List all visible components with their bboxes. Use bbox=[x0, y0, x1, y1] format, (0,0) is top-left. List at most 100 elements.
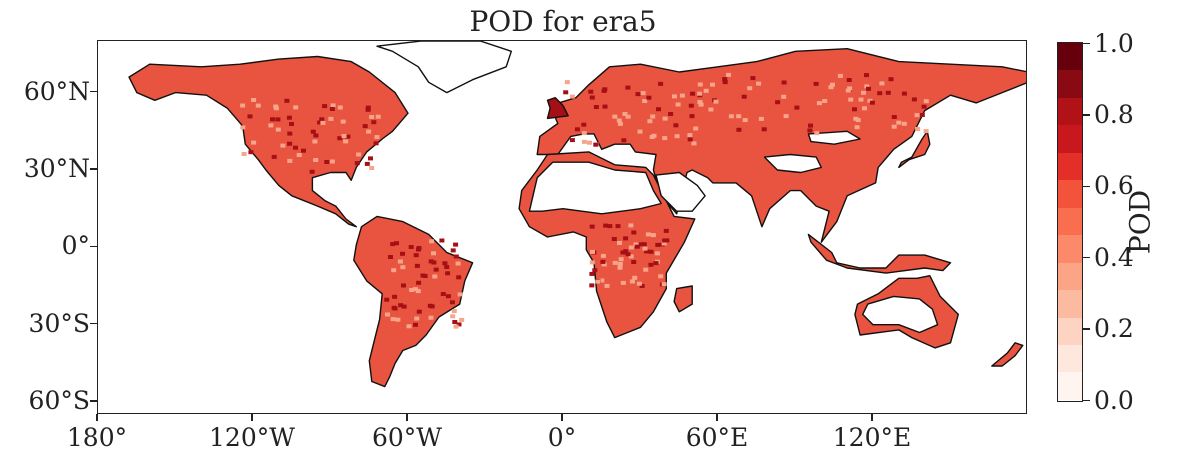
pod-pixel bbox=[368, 156, 373, 161]
pod-pixel bbox=[445, 271, 451, 276]
pod-pixel bbox=[241, 152, 247, 156]
pod-pixel bbox=[869, 100, 875, 105]
pod-pixel bbox=[846, 78, 852, 82]
pod-pixel bbox=[345, 134, 351, 139]
pod-pixel bbox=[240, 125, 246, 130]
pod-pixel bbox=[337, 105, 343, 110]
colorbar-title: POD bbox=[1123, 189, 1157, 255]
pod-pixel bbox=[420, 273, 426, 278]
pod-pixel bbox=[397, 259, 403, 264]
y-tick-label: 0° bbox=[61, 231, 90, 261]
pod-pixel bbox=[354, 161, 360, 166]
pod-pixel bbox=[816, 101, 822, 106]
pod-pixel bbox=[271, 154, 277, 159]
pod-pixel bbox=[595, 279, 601, 284]
pod-pixel bbox=[691, 141, 697, 146]
pod-pixel bbox=[781, 94, 787, 99]
pod-pixel bbox=[625, 85, 631, 90]
pod-pixel bbox=[564, 80, 570, 85]
pod-pixel bbox=[728, 114, 734, 119]
colorbar-tick-mark bbox=[1083, 42, 1090, 45]
pod-pixel bbox=[409, 288, 415, 292]
pod-pixel bbox=[781, 80, 787, 85]
pod-pixel bbox=[713, 99, 719, 104]
pod-pixel bbox=[268, 123, 274, 128]
pod-pixel bbox=[617, 241, 622, 245]
pod-pixel bbox=[444, 265, 450, 269]
pod-pixel bbox=[650, 114, 656, 119]
pod-pixel bbox=[589, 283, 595, 288]
pod-pixel bbox=[612, 260, 618, 265]
pod-pixel bbox=[862, 106, 867, 111]
pod-pixel bbox=[915, 127, 921, 131]
colorbar-segment bbox=[1058, 317, 1082, 345]
pod-pixel bbox=[783, 114, 789, 119]
pod-pixel bbox=[581, 122, 587, 127]
pod-pixel bbox=[679, 93, 685, 98]
pod-pixel bbox=[592, 268, 598, 273]
x-tick-label: 180° bbox=[66, 423, 128, 452]
indonesia bbox=[807, 233, 952, 274]
pod-pixel bbox=[698, 102, 704, 107]
pod-pixel bbox=[629, 279, 635, 284]
pod-pixel bbox=[636, 281, 642, 286]
pod-pixel bbox=[317, 120, 323, 125]
pod-pixel bbox=[726, 72, 731, 77]
pod-pixel bbox=[620, 250, 626, 255]
pod-pixel bbox=[375, 114, 381, 119]
pod-pixel bbox=[845, 88, 851, 93]
pod-pixel bbox=[668, 112, 674, 116]
arabia-desert bbox=[655, 171, 706, 212]
pod-pixel bbox=[330, 103, 336, 108]
pod-pixel bbox=[449, 300, 455, 305]
pod-pixel bbox=[356, 152, 362, 157]
pod-pixel bbox=[747, 86, 753, 91]
pod-pixel bbox=[891, 115, 897, 119]
pod-pixel bbox=[639, 284, 645, 288]
pod-pixel bbox=[750, 76, 756, 81]
pod-pixel bbox=[429, 304, 435, 309]
pod-pixel bbox=[901, 91, 907, 96]
pod-pixel bbox=[452, 320, 458, 324]
pod-pixel bbox=[607, 224, 613, 229]
pod-pixel bbox=[369, 115, 375, 119]
pod-pixel bbox=[631, 230, 637, 235]
pod-pixel bbox=[655, 242, 661, 247]
y-tick-mark bbox=[90, 90, 97, 93]
pod-pixel bbox=[854, 125, 860, 130]
pod-pixel bbox=[689, 114, 695, 119]
pod-pixel bbox=[620, 280, 626, 285]
pod-pixel bbox=[374, 135, 380, 140]
pod-pixel bbox=[637, 129, 643, 134]
pod-pixel bbox=[618, 257, 624, 262]
y-tick-label: 60°N bbox=[23, 76, 90, 106]
pod-pixel bbox=[287, 158, 293, 163]
pod-pixel bbox=[428, 315, 434, 320]
pod-pixel bbox=[563, 90, 569, 95]
pod-pixel bbox=[858, 97, 864, 102]
pod-pixel bbox=[432, 274, 438, 279]
colorbar-segment bbox=[1058, 344, 1082, 373]
pod-pixel bbox=[313, 158, 319, 162]
colorbar-segment bbox=[1058, 207, 1082, 236]
pod-pixel bbox=[248, 150, 254, 155]
pod-pixel bbox=[309, 169, 315, 174]
pod-pixel bbox=[275, 117, 281, 122]
pod-pixel bbox=[453, 254, 459, 259]
x-tick-mark bbox=[871, 414, 873, 421]
pod-pixel bbox=[369, 166, 375, 170]
pod-pixel bbox=[697, 82, 703, 87]
pod-pixel bbox=[708, 107, 714, 112]
pod-pixel bbox=[400, 265, 406, 270]
pod-pixel bbox=[830, 82, 835, 87]
pod-pixel bbox=[662, 136, 668, 141]
pod-pixel bbox=[431, 251, 436, 256]
pod-pixel bbox=[394, 241, 399, 246]
pod-pixel bbox=[650, 233, 656, 238]
pod-pixel bbox=[638, 242, 644, 247]
pod-pixel bbox=[661, 282, 667, 287]
mongolia-gobi bbox=[807, 130, 861, 145]
pod-pixel bbox=[623, 236, 629, 241]
pod-pixel bbox=[877, 91, 883, 96]
pod-pixel bbox=[612, 114, 618, 119]
